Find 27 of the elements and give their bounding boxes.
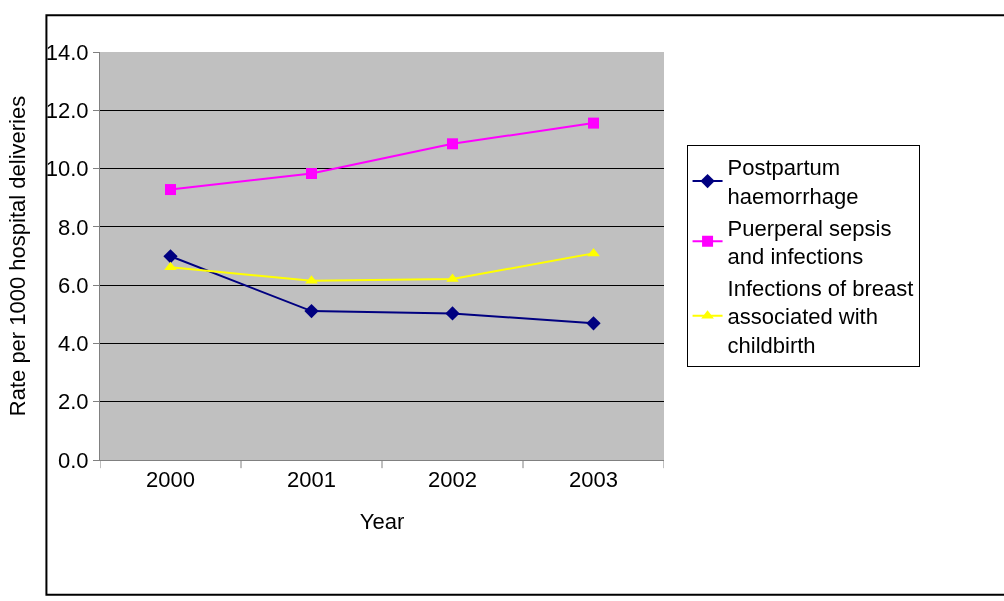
point	[445, 306, 460, 321]
y-tick-label: 8.0	[58, 214, 89, 240]
point	[304, 303, 319, 319]
legend-label: Postpartum haemorrhage	[727, 155, 859, 209]
x-tick-label: 2002	[428, 467, 477, 493]
y-tick-label: 6.0	[58, 272, 89, 298]
y-tick-label: 4.0	[58, 331, 89, 357]
point	[164, 261, 177, 271]
point	[588, 117, 599, 129]
point	[586, 316, 601, 331]
y-axis-title: Rate per 1000 hospital deliveries	[4, 95, 30, 417]
y-tick-label: 12.0	[45, 97, 89, 123]
x-tick-label: 2000	[146, 467, 195, 493]
point	[163, 249, 178, 264]
legend-label: Puerperal sepsis and infections	[727, 215, 892, 270]
x-tick-label: 2003	[569, 467, 618, 493]
x-axis-title: Year	[359, 509, 405, 535]
y-tick-label: 0.0	[58, 447, 89, 473]
y-tick-label: 10.0	[45, 156, 89, 182]
legend-label: Infections of breast associated with childbirth	[727, 275, 914, 358]
point	[447, 138, 458, 150]
point	[306, 168, 317, 180]
y-tick-label: 2.0	[58, 389, 89, 415]
point	[165, 184, 176, 196]
y-tick-label: 14.0	[45, 39, 89, 65]
point	[587, 247, 600, 257]
x-tick-label: 2001	[287, 467, 336, 493]
